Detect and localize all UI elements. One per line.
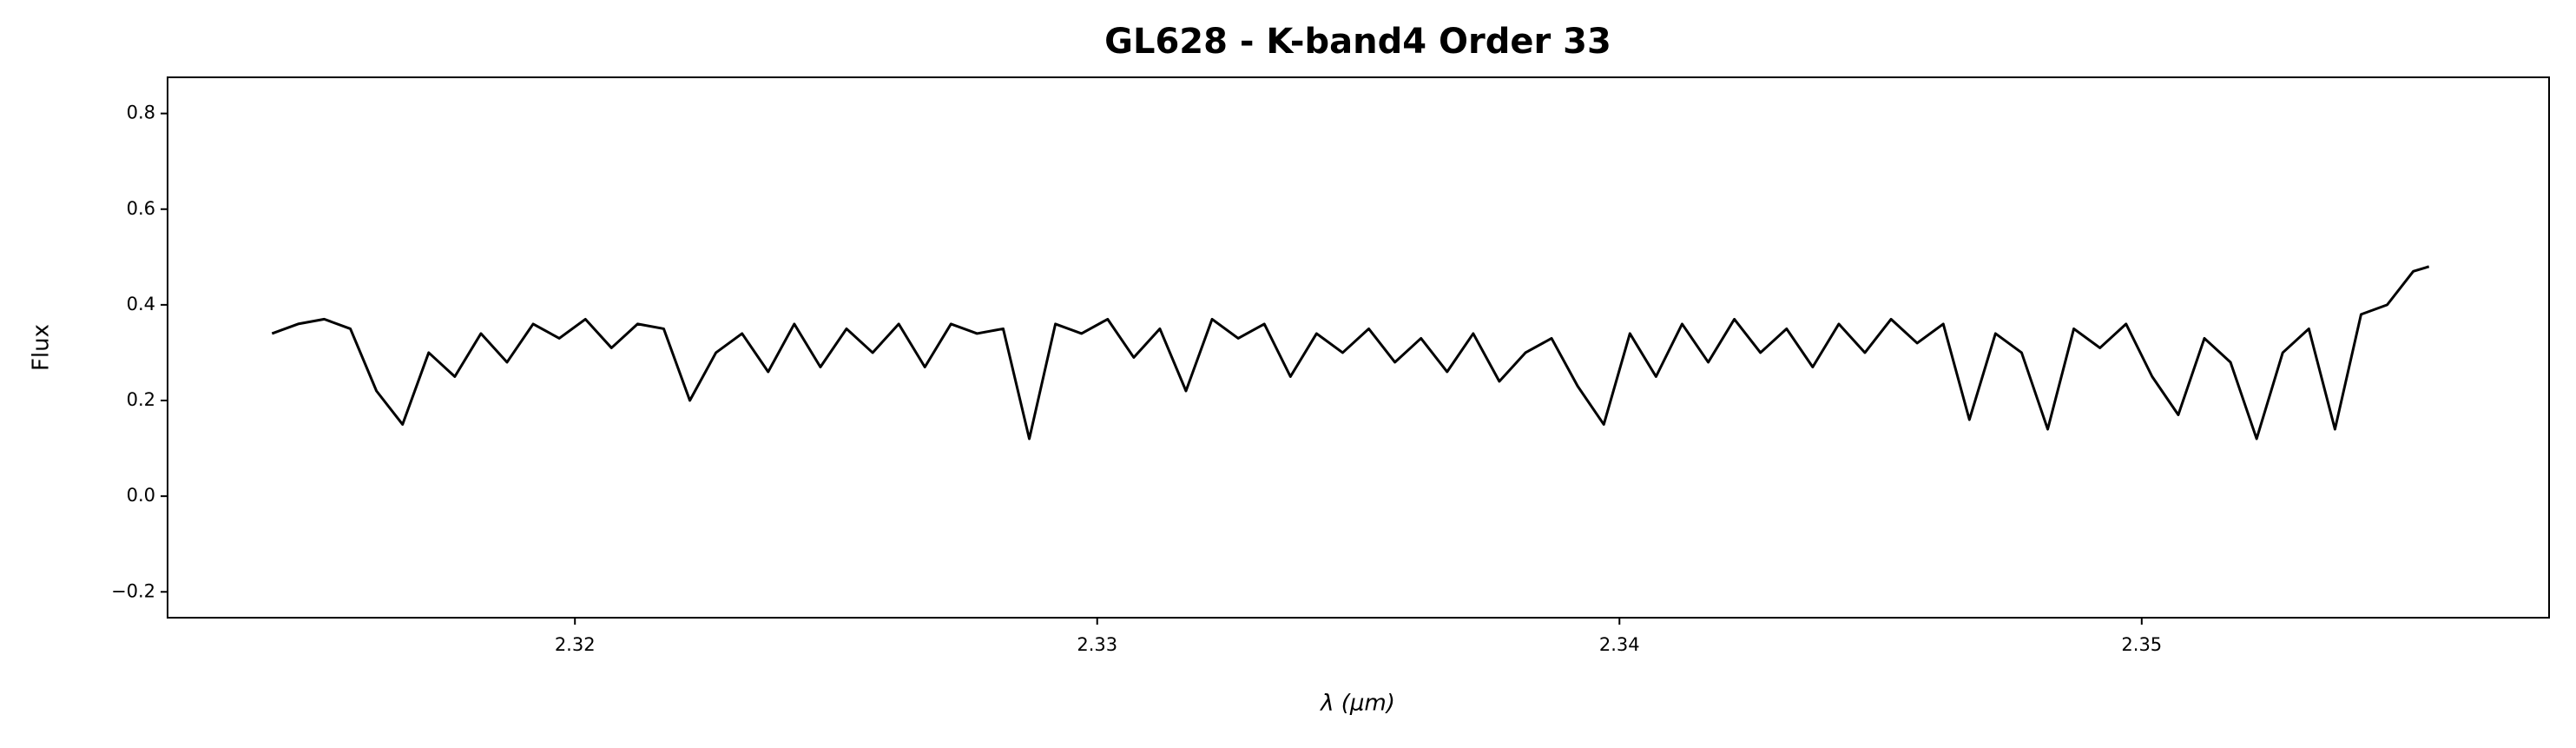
y-tick-label: 0.6 [127,198,155,219]
plot-frame [167,76,2550,619]
x-tick-label: 2.35 [2121,634,2162,655]
x-axis-label: λ (μm) [1319,691,1395,717]
data-line [271,265,2430,440]
x-tick-label: 2.32 [555,634,596,655]
x-tick-label: 2.34 [1599,634,1640,655]
y-tick-label: 0.2 [127,389,155,410]
y-tick-label: 0.8 [127,103,155,123]
y-tick-label: 0.0 [127,485,155,506]
chart-title: GL628 - K-band4 Order 33 [1104,22,1611,62]
y-tick-label: −0.2 [111,580,155,601]
y-axis-label: Flux [29,324,55,371]
y-tick-label: 0.4 [127,294,155,314]
x-tick-label: 2.33 [1077,634,1117,655]
